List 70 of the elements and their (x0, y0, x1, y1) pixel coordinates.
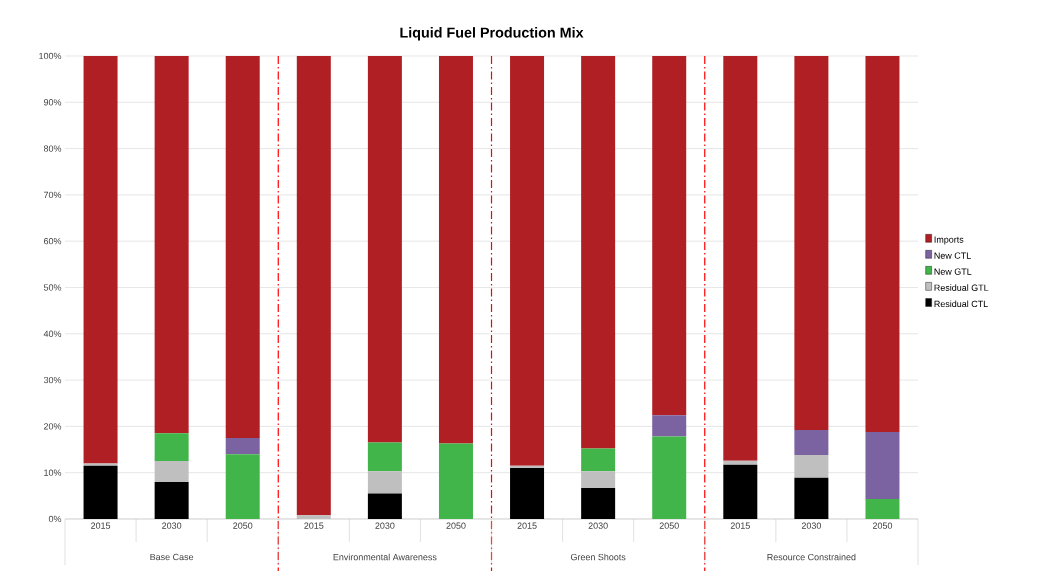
legend-label: New GTL (934, 268, 972, 275)
x-tick-label: 2015 (304, 522, 324, 529)
bar (865, 55, 900, 432)
x-tick-label: 2015 (91, 522, 111, 529)
legend-label: Imports (934, 236, 964, 245)
y-tick-label: 60% (44, 238, 62, 245)
x-tick-label: 2030 (588, 522, 608, 529)
x-tick-label: 2015 (517, 522, 537, 529)
y-tick-label: 50% (43, 284, 62, 291)
bar (296, 55, 331, 516)
y-tick-label: 40% (43, 330, 62, 337)
y-tick-label: 80% (43, 145, 62, 152)
bar (652, 436, 687, 519)
bar (794, 430, 829, 456)
bar (296, 515, 331, 519)
text: Base Case (150, 553, 194, 561)
bar (865, 431, 900, 500)
bar (794, 55, 829, 431)
bar (367, 471, 402, 494)
legend-label: New CTL (934, 252, 971, 259)
bar (367, 55, 402, 443)
x-tick-label: 2050 (872, 522, 893, 529)
x-tick-label: 2015 (730, 522, 750, 529)
bar (225, 437, 260, 455)
bar (723, 460, 758, 465)
bar (723, 464, 758, 519)
x-tick-label: 2030 (801, 522, 822, 529)
y-tick-label: 10% (44, 469, 62, 476)
bar (794, 477, 829, 519)
chart-title: Liquid Fuel Production Mix (400, 27, 584, 41)
y-tick-label: 30% (43, 376, 62, 384)
bar (652, 55, 687, 416)
y-tick-label: 0% (48, 515, 62, 523)
bar (581, 55, 616, 449)
bar (723, 55, 758, 461)
bar (438, 55, 473, 444)
y-tick-label: 70% (44, 191, 62, 199)
text: Green Shoots (570, 553, 626, 561)
legend-label: Residual CTL (934, 300, 988, 308)
y-tick-label: 20% (44, 423, 62, 430)
bar (581, 448, 616, 472)
bar (83, 465, 118, 519)
y-tick-label: 100% (39, 52, 62, 60)
bar (225, 454, 260, 519)
bar (154, 461, 189, 482)
legend-label: Residual GTL (934, 284, 989, 291)
x-tick-label: 2030 (375, 522, 395, 529)
bar (154, 55, 189, 434)
bar (83, 55, 118, 464)
x-tick-label: 2050 (659, 522, 679, 529)
x-tick-label: 2030 (162, 522, 182, 529)
text: Environmental Awareness (333, 553, 437, 561)
text: Resource Constrained (767, 553, 856, 561)
bar (865, 499, 900, 519)
x-tick-label: 2050 (446, 522, 466, 529)
bar (367, 442, 402, 472)
y-tick-label: 90% (43, 99, 62, 106)
bar (438, 443, 473, 519)
bar (367, 493, 402, 519)
bar (794, 455, 829, 478)
bar (83, 463, 118, 466)
bar (510, 468, 545, 519)
x-tick-label: 2050 (233, 522, 253, 529)
bar (154, 481, 189, 519)
bar (581, 471, 616, 488)
bar (510, 55, 545, 466)
bar (154, 433, 189, 462)
bar (225, 55, 260, 438)
bar (652, 415, 687, 437)
bar (581, 487, 616, 519)
